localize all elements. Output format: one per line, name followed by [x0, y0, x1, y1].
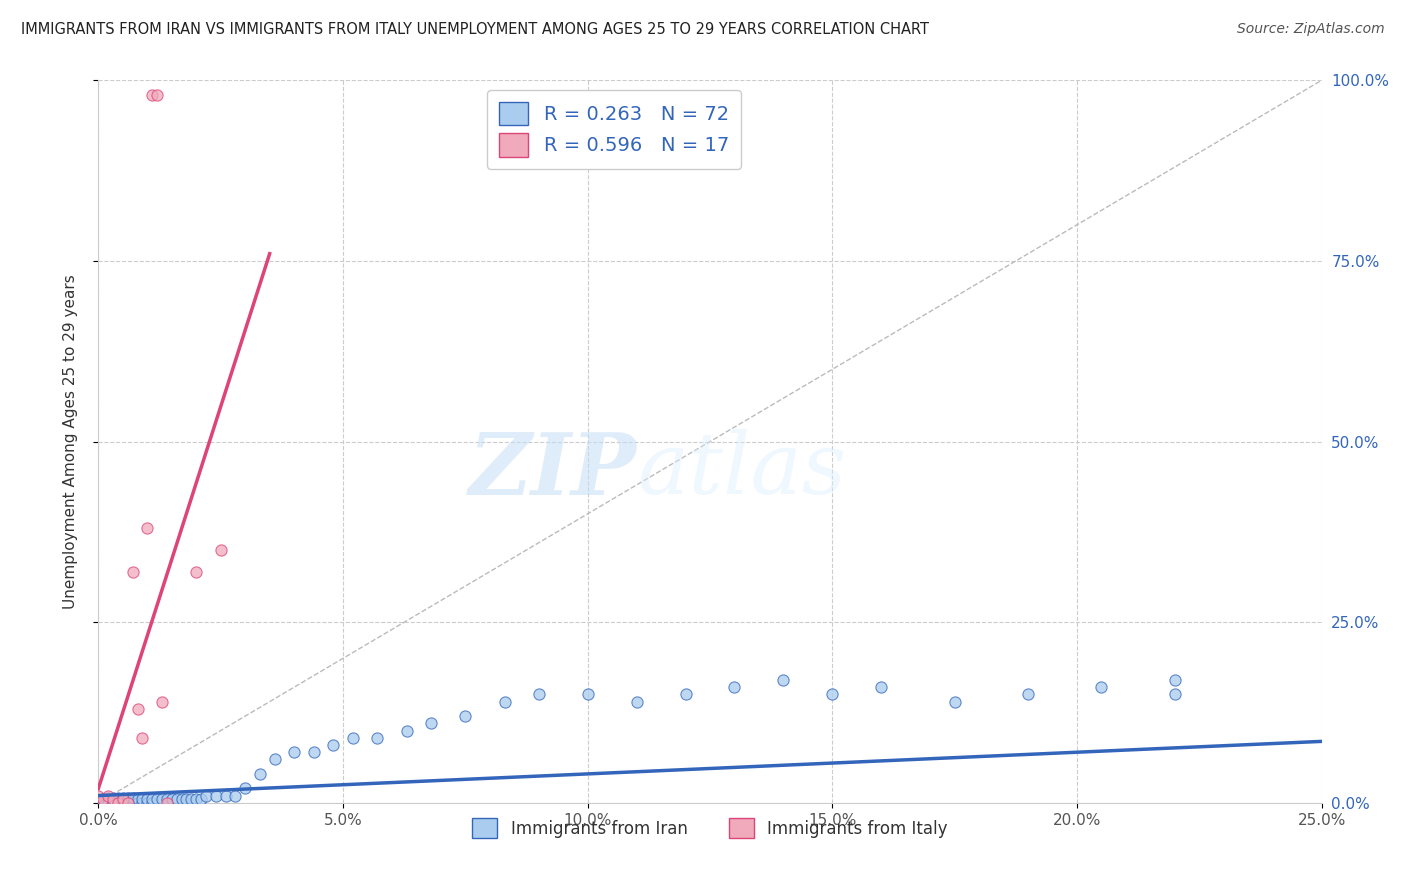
Point	[117, 794, 139, 808]
Point	[166, 792, 188, 806]
Point	[97, 790, 120, 805]
Point	[101, 794, 124, 808]
Point	[150, 695, 173, 709]
Point	[209, 542, 232, 557]
Point	[233, 781, 256, 796]
Point	[127, 796, 149, 810]
Point	[107, 796, 129, 810]
Point	[131, 792, 153, 806]
Point	[136, 792, 159, 806]
Point	[283, 745, 305, 759]
Point	[772, 673, 794, 687]
Point	[576, 687, 599, 701]
Point	[87, 796, 110, 810]
Point	[97, 796, 120, 810]
Text: ZIP: ZIP	[468, 429, 637, 512]
Point	[366, 731, 388, 745]
Point	[1164, 687, 1187, 701]
Text: atlas: atlas	[637, 429, 846, 512]
Point	[146, 792, 169, 806]
Point	[626, 695, 648, 709]
Point	[342, 731, 364, 745]
Point	[322, 738, 344, 752]
Text: IMMIGRANTS FROM IRAN VS IMMIGRANTS FROM ITALY UNEMPLOYMENT AMONG AGES 25 TO 29 Y: IMMIGRANTS FROM IRAN VS IMMIGRANTS FROM …	[21, 22, 929, 37]
Point	[131, 731, 153, 745]
Point	[91, 792, 114, 806]
Point	[224, 789, 246, 803]
Point	[97, 794, 120, 808]
Point	[136, 796, 159, 810]
Point	[156, 792, 179, 806]
Point	[91, 796, 114, 810]
Point	[117, 796, 139, 810]
Point	[121, 794, 143, 808]
Point	[146, 87, 169, 102]
Point	[101, 796, 124, 810]
Point	[127, 792, 149, 806]
Y-axis label: Unemployment Among Ages 25 to 29 years: Unemployment Among Ages 25 to 29 years	[63, 274, 77, 609]
Point	[101, 796, 124, 810]
Legend: Immigrants from Iran, Immigrants from Italy: Immigrants from Iran, Immigrants from It…	[465, 812, 955, 845]
Point	[117, 790, 139, 805]
Point	[420, 716, 443, 731]
Point	[127, 702, 149, 716]
Point	[205, 789, 228, 803]
Point	[190, 792, 212, 806]
Point	[111, 791, 134, 805]
Point	[107, 791, 129, 805]
Point	[121, 565, 143, 579]
Point	[180, 792, 202, 806]
Point	[97, 789, 120, 803]
Point	[160, 792, 183, 806]
Point	[170, 792, 193, 806]
Point	[176, 792, 198, 806]
Point	[91, 792, 114, 806]
Point	[870, 680, 893, 694]
Point	[195, 789, 218, 803]
Point	[821, 687, 844, 701]
Point	[107, 794, 129, 808]
Point	[263, 752, 285, 766]
Point	[527, 687, 550, 701]
Point	[91, 796, 114, 810]
Point	[1090, 680, 1112, 694]
Point	[101, 791, 124, 805]
Point	[107, 796, 129, 810]
Point	[1017, 687, 1039, 701]
Point	[454, 709, 477, 723]
Point	[395, 723, 418, 738]
Point	[249, 767, 271, 781]
Point	[302, 745, 325, 759]
Point	[111, 794, 134, 808]
Point	[141, 796, 163, 810]
Point	[1164, 673, 1187, 687]
Point	[494, 695, 516, 709]
Point	[117, 796, 139, 810]
Point	[87, 789, 110, 803]
Point	[141, 87, 163, 102]
Point	[156, 796, 179, 810]
Point	[121, 790, 143, 805]
Point	[97, 796, 120, 810]
Point	[136, 521, 159, 535]
Text: Source: ZipAtlas.com: Source: ZipAtlas.com	[1237, 22, 1385, 37]
Point	[141, 792, 163, 806]
Point	[101, 792, 124, 806]
Point	[111, 796, 134, 810]
Point	[131, 796, 153, 810]
Point	[723, 680, 745, 694]
Point	[214, 789, 236, 803]
Point	[150, 792, 173, 806]
Point	[186, 792, 208, 806]
Point	[111, 792, 134, 806]
Point	[943, 695, 966, 709]
Point	[186, 565, 208, 579]
Point	[87, 796, 110, 810]
Point	[675, 687, 697, 701]
Point	[121, 796, 143, 810]
